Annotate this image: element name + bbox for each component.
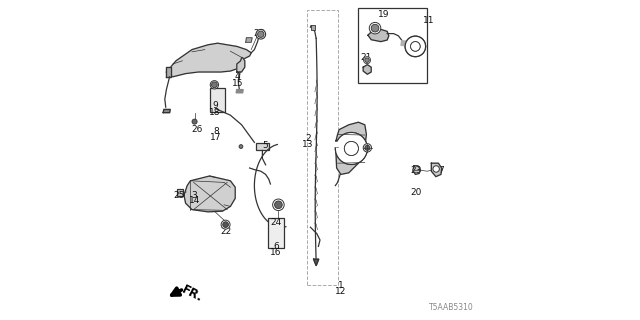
- Text: 2: 2: [305, 134, 310, 143]
- Text: 24: 24: [271, 218, 282, 227]
- Circle shape: [335, 132, 367, 164]
- Text: 6: 6: [273, 242, 279, 251]
- Polygon shape: [401, 41, 406, 45]
- Circle shape: [405, 36, 426, 57]
- Polygon shape: [413, 166, 420, 174]
- Text: 23: 23: [410, 166, 422, 175]
- Text: 12: 12: [335, 287, 346, 296]
- Text: 22: 22: [220, 228, 231, 236]
- Text: 15: 15: [232, 79, 243, 88]
- Bar: [256, 143, 269, 150]
- Text: 1: 1: [338, 281, 344, 290]
- Text: 19: 19: [378, 10, 390, 19]
- Bar: [268, 218, 284, 248]
- Text: 26: 26: [191, 125, 202, 134]
- Circle shape: [192, 119, 197, 124]
- Text: 16: 16: [271, 248, 282, 257]
- Text: 9: 9: [212, 101, 218, 110]
- Bar: [177, 189, 183, 196]
- Circle shape: [411, 42, 420, 51]
- Text: T5AAB5310: T5AAB5310: [429, 303, 474, 312]
- Polygon shape: [368, 29, 388, 42]
- Polygon shape: [431, 163, 442, 177]
- Text: 13: 13: [302, 140, 314, 148]
- Circle shape: [411, 42, 420, 51]
- Circle shape: [239, 145, 243, 148]
- Circle shape: [275, 201, 282, 209]
- Circle shape: [365, 145, 370, 150]
- Text: 17: 17: [211, 133, 221, 142]
- Circle shape: [433, 166, 439, 172]
- Polygon shape: [237, 58, 245, 72]
- Polygon shape: [166, 67, 172, 77]
- Polygon shape: [314, 259, 319, 266]
- Bar: [210, 88, 225, 112]
- Text: FR.: FR.: [179, 283, 205, 305]
- Circle shape: [223, 222, 228, 228]
- Text: 26: 26: [253, 29, 264, 38]
- Text: 25: 25: [173, 191, 184, 200]
- Circle shape: [256, 29, 266, 39]
- Polygon shape: [246, 38, 252, 42]
- Text: 8: 8: [213, 127, 219, 136]
- Circle shape: [211, 82, 218, 88]
- Text: 11: 11: [423, 16, 435, 25]
- Polygon shape: [236, 90, 243, 93]
- Text: 14: 14: [189, 196, 200, 205]
- Circle shape: [344, 141, 358, 156]
- Circle shape: [221, 220, 230, 229]
- Polygon shape: [334, 142, 339, 146]
- Bar: [307, 10, 338, 285]
- Circle shape: [365, 58, 369, 62]
- Circle shape: [335, 132, 367, 164]
- Polygon shape: [166, 43, 251, 77]
- Polygon shape: [364, 65, 371, 74]
- Circle shape: [371, 24, 379, 32]
- Text: 7: 7: [438, 166, 444, 175]
- Bar: [312, 25, 316, 30]
- Text: 5: 5: [263, 141, 268, 150]
- Polygon shape: [184, 176, 236, 212]
- Text: 3: 3: [192, 191, 197, 200]
- Circle shape: [405, 36, 426, 57]
- Circle shape: [364, 57, 371, 64]
- Text: 18: 18: [209, 108, 221, 116]
- Circle shape: [344, 141, 358, 156]
- Circle shape: [273, 199, 284, 211]
- Polygon shape: [163, 109, 170, 113]
- Circle shape: [364, 144, 372, 152]
- Circle shape: [258, 31, 264, 37]
- Text: 20: 20: [410, 188, 422, 197]
- Text: 4: 4: [235, 72, 241, 81]
- Polygon shape: [336, 122, 366, 174]
- Text: 21: 21: [360, 53, 371, 62]
- Circle shape: [369, 22, 381, 34]
- Circle shape: [210, 81, 219, 89]
- Bar: [358, 8, 428, 83]
